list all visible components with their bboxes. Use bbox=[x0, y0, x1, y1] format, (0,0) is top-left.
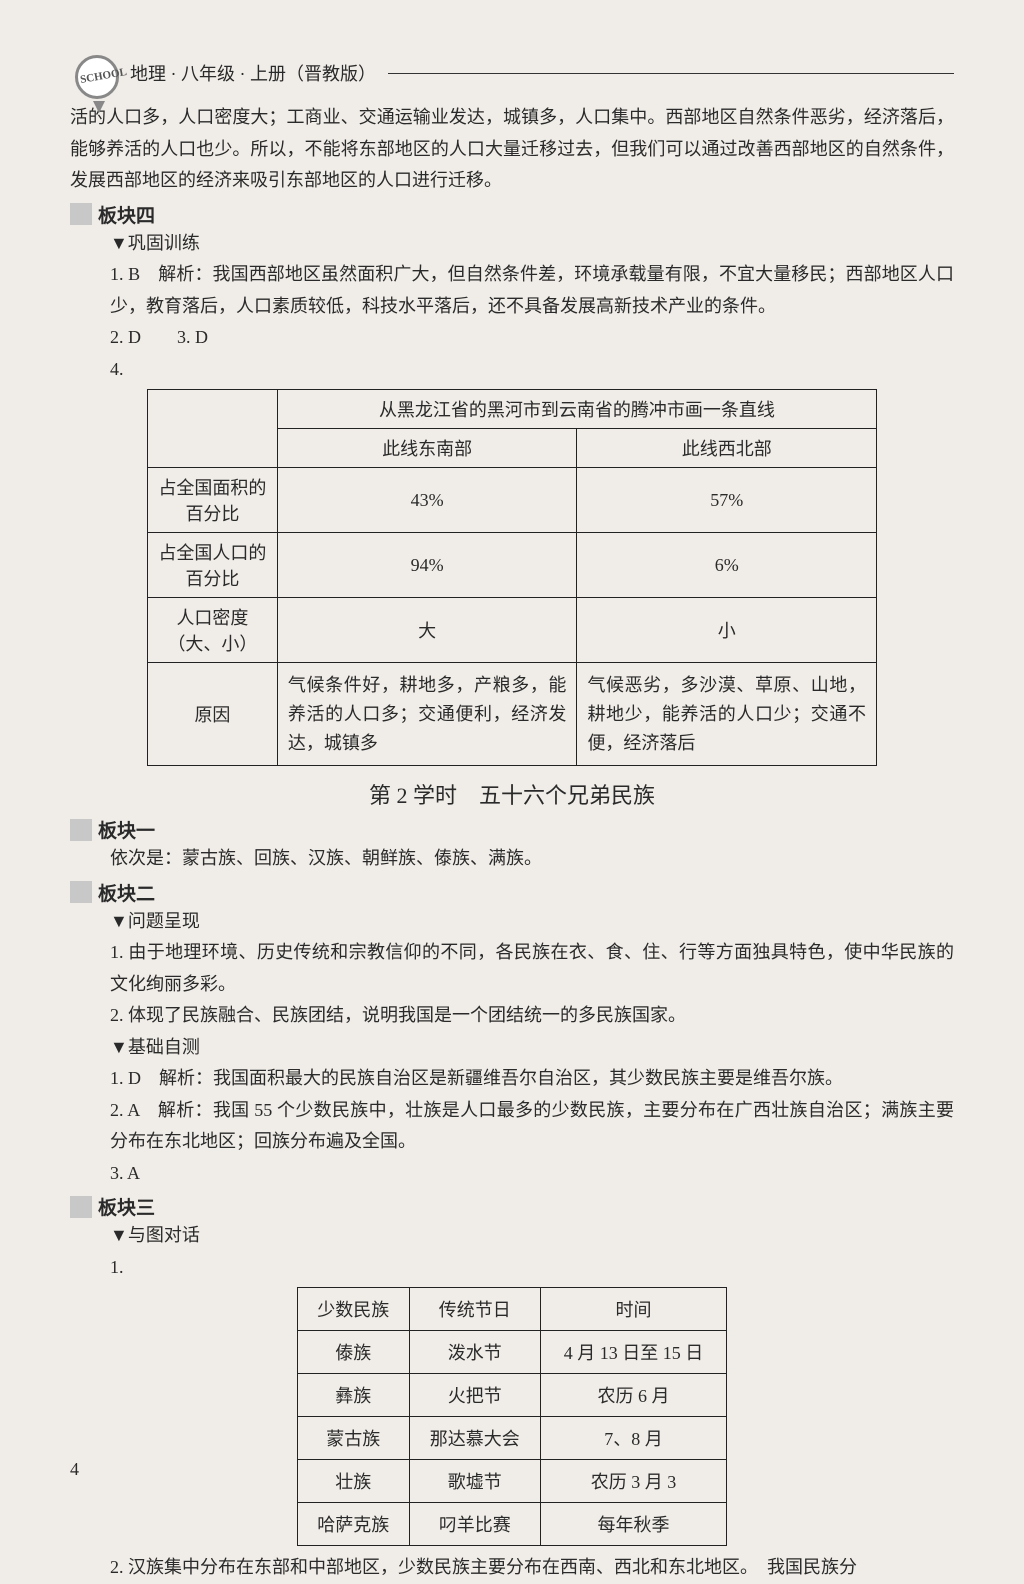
block2-a1: 1. D 解析：我国面积最大的民族自治区是新疆维吾尔自治区，其少数民族主要是维吾… bbox=[110, 1063, 954, 1095]
logo-pin-icon bbox=[93, 101, 105, 113]
bottom-paragraph: 2. 汉族集中分布在东部和中部地区，少数民族主要分布在西南、西北和东北地区。 我… bbox=[110, 1552, 954, 1584]
t1-blank bbox=[148, 390, 278, 468]
logo-text: SCHOOL bbox=[79, 66, 127, 86]
table-row: 壮族 歌墟节 农历 3 月 3 bbox=[298, 1460, 727, 1503]
page-header: 地理 · 八年级 · 上册（晋教版） bbox=[130, 60, 954, 92]
table-row: 蒙古族 那达慕大会 7、8 月 bbox=[298, 1417, 727, 1460]
block1-marker: 板块一 bbox=[70, 816, 954, 843]
table-row: 人口密度（大、小） 大 小 bbox=[148, 598, 877, 663]
block2-a3: 3. A bbox=[110, 1158, 954, 1190]
table-row: 占全国面积的百分比 43% 57% bbox=[148, 468, 877, 533]
t1-r2-label: 人口密度（大、小） bbox=[148, 598, 278, 663]
t2-r2c1: 那达慕大会 bbox=[409, 1417, 540, 1460]
t1-r1-a: 94% bbox=[277, 533, 577, 598]
t1-r0-label: 占全国面积的百分比 bbox=[148, 468, 278, 533]
t1-header-span: 从黑龙江省的黑河市到云南省的腾冲市画一条直线 bbox=[277, 390, 876, 429]
logo-circle: SCHOOL bbox=[75, 55, 119, 99]
block1-title: 板块一 bbox=[98, 816, 155, 843]
block2-a2: 2. A 解析：我国 55 个少数民族中，壮族是人口最多的少数民族，主要分布在广… bbox=[110, 1095, 954, 1158]
t1-r1-b: 6% bbox=[577, 533, 877, 598]
marker-box-icon bbox=[70, 881, 92, 903]
block2-title: 板块二 bbox=[98, 879, 155, 906]
t2-r4c0: 哈萨克族 bbox=[298, 1503, 410, 1546]
block3-sub: ▼与图对话 bbox=[110, 1220, 954, 1252]
t2-r3c1: 歌墟节 bbox=[409, 1460, 540, 1503]
table-row: 原因 气候条件好，耕地多，产粮多，能养活的人口多；交通便利，经济发达，城镇多 气… bbox=[148, 663, 877, 766]
t1-r1-label: 占全国人口的百分比 bbox=[148, 533, 278, 598]
logo: SCHOOL bbox=[75, 55, 125, 105]
t1-col-b: 此线西北部 bbox=[577, 429, 877, 468]
table-row: 彝族 火把节 农历 6 月 bbox=[298, 1374, 727, 1417]
population-table: 从黑龙江省的黑河市到云南省的腾冲市画一条直线 此线东南部 此线西北部 占全国面积… bbox=[147, 389, 877, 766]
t2-h1: 传统节日 bbox=[409, 1288, 540, 1331]
block4-q23: 2. D 3. D bbox=[110, 322, 954, 354]
block4-q1: 1. B 解析：我国西部地区虽然面积广大，但自然条件差，环境承载量有限，不宜大量… bbox=[110, 259, 954, 322]
t2-r3c0: 壮族 bbox=[298, 1460, 410, 1503]
block1-text: 依次是：蒙古族、回族、汉族、朝鲜族、傣族、满族。 bbox=[110, 843, 954, 875]
t2-r0c1: 泼水节 bbox=[409, 1331, 540, 1374]
t2-r2c2: 7、8 月 bbox=[540, 1417, 726, 1460]
t2-r1c0: 彝族 bbox=[298, 1374, 410, 1417]
block3-title: 板块三 bbox=[98, 1193, 155, 1220]
table-row: 傣族 泼水节 4 月 13 日至 15 日 bbox=[298, 1331, 727, 1374]
block2-marker: 板块二 bbox=[70, 879, 954, 906]
block4-q4-label: 4. bbox=[110, 354, 954, 386]
block2-sub1: ▼问题呈现 bbox=[110, 906, 954, 938]
t2-h2: 时间 bbox=[540, 1288, 726, 1331]
page-number: 4 bbox=[70, 1459, 79, 1480]
block2-q2: 2. 体现了民族融合、民族团结，说明我国是一个团结统一的多民族国家。 bbox=[110, 1000, 954, 1032]
t1-r0-b: 57% bbox=[577, 468, 877, 533]
block4-marker: 板块四 bbox=[70, 201, 954, 228]
t2-r0c2: 4 月 13 日至 15 日 bbox=[540, 1331, 726, 1374]
t2-r1c1: 火把节 bbox=[409, 1374, 540, 1417]
t2-r2c0: 蒙古族 bbox=[298, 1417, 410, 1460]
block2-q1: 1. 由于地理环境、历史传统和宗教信仰的不同，各民族在衣、食、住、行等方面独具特… bbox=[110, 937, 954, 1000]
t2-r4c2: 每年秋季 bbox=[540, 1503, 726, 1546]
t2-r1c2: 农历 6 月 bbox=[540, 1374, 726, 1417]
t1-r2-b: 小 bbox=[577, 598, 877, 663]
t2-r4c1: 叼羊比赛 bbox=[409, 1503, 540, 1546]
t2-h0: 少数民族 bbox=[298, 1288, 410, 1331]
t2-r3c2: 农历 3 月 3 bbox=[540, 1460, 726, 1503]
block2-sub2: ▼基础自测 bbox=[110, 1032, 954, 1064]
table-row: 占全国人口的百分比 94% 6% bbox=[148, 533, 877, 598]
lesson-title: 第 2 学时 五十六个兄弟民族 bbox=[70, 778, 954, 810]
intro-paragraph: 活的人口多，人口密度大；工商业、交通运输业发达，城镇多，人口集中。西部地区自然条… bbox=[70, 102, 954, 197]
table-row: 从黑龙江省的黑河市到云南省的腾冲市画一条直线 bbox=[148, 390, 877, 429]
marker-box-icon bbox=[70, 203, 92, 225]
block4-sub: ▼巩固训练 bbox=[110, 228, 954, 260]
t1-r2-a: 大 bbox=[277, 598, 577, 663]
t1-r0-a: 43% bbox=[277, 468, 577, 533]
table-row: 哈萨克族 叼羊比赛 每年秋季 bbox=[298, 1503, 727, 1546]
block4-title: 板块四 bbox=[98, 201, 155, 228]
ethnic-festivals-table: 少数民族 传统节日 时间 傣族 泼水节 4 月 13 日至 15 日 彝族 火把… bbox=[297, 1287, 727, 1546]
t2-r0c0: 傣族 bbox=[298, 1331, 410, 1374]
table-row: 少数民族 传统节日 时间 bbox=[298, 1288, 727, 1331]
t1-reason-a: 气候条件好，耕地多，产粮多，能养活的人口多；交通便利，经济发达，城镇多 bbox=[277, 663, 577, 766]
t1-col-a: 此线东南部 bbox=[277, 429, 577, 468]
block3-q1-label: 1. bbox=[110, 1252, 954, 1284]
t1-reason-label: 原因 bbox=[148, 663, 278, 766]
marker-box-icon bbox=[70, 819, 92, 841]
header-title: 地理 · 八年级 · 上册（晋教版） bbox=[130, 60, 376, 86]
header-rule bbox=[388, 73, 954, 74]
t1-reason-b: 气候恶劣，多沙漠、草原、山地，耕地少，能养活的人口少；交通不便，经济落后 bbox=[577, 663, 877, 766]
marker-box-icon bbox=[70, 1196, 92, 1218]
block3-marker: 板块三 bbox=[70, 1193, 954, 1220]
